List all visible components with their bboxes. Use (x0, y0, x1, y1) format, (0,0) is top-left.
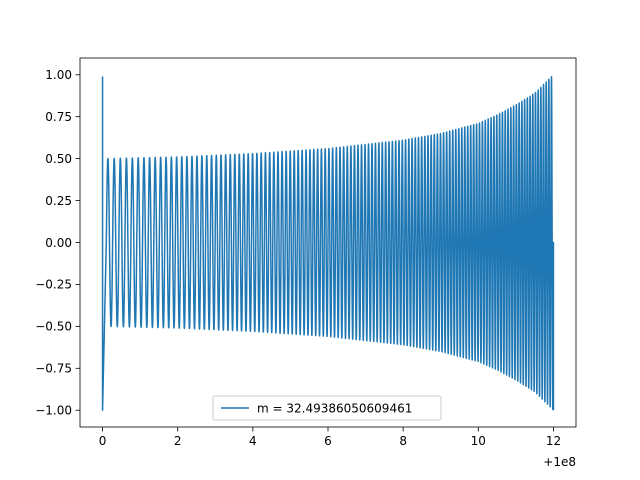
y-tick-label: 1.00 (45, 68, 72, 82)
x-tick-label: 6 (324, 434, 332, 448)
x-tick-label: 10 (471, 434, 486, 448)
plot-area (101, 76, 555, 411)
x-tick-label: 8 (399, 434, 407, 448)
x-axis-offset-label: +1e8 (543, 455, 576, 469)
y-tick-label: 0.25 (45, 194, 72, 208)
series-line (101, 76, 555, 411)
x-tick-label: 12 (546, 434, 561, 448)
y-tick-label: −0.25 (35, 278, 72, 292)
y-tick-label: 0.75 (45, 110, 72, 124)
legend-box (212, 395, 442, 421)
y-tick-label: 0.50 (45, 152, 72, 166)
x-tick-label: 4 (249, 434, 257, 448)
y-tick-label: −0.75 (35, 362, 72, 376)
legend: m = 32.49386050609461 (212, 395, 442, 421)
y-tick-label: −0.50 (35, 320, 72, 334)
legend-label: m = 32.49386050609461 (257, 402, 412, 416)
x-tick-label: 0 (99, 434, 107, 448)
y-tick-label: 0.00 (45, 236, 72, 250)
ticks: 0 2 4 6 8 10 12 1.00 0.75 0.50 0.25 0.00 −0.25 −0.50 −… (35, 68, 561, 448)
x-tick-label: 2 (174, 434, 182, 448)
y-tick-label: −1.00 (35, 404, 72, 418)
